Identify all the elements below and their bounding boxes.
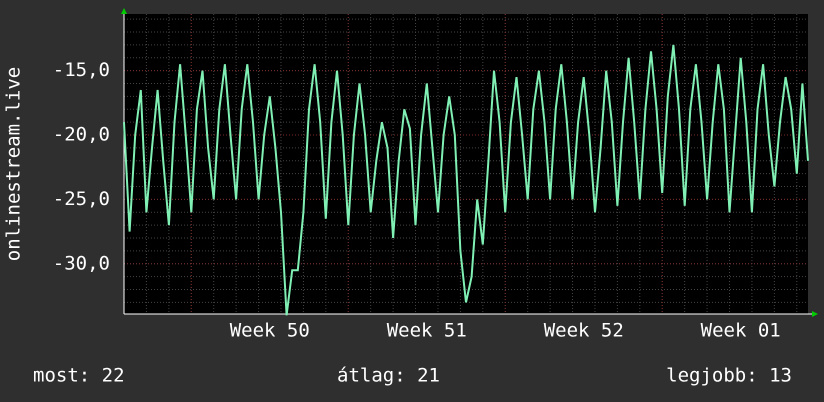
y-tick-label: -20,0: [53, 124, 110, 146]
y-tick-label: -15,0: [53, 59, 110, 81]
y-tick-label: -30,0: [53, 252, 110, 274]
x-tick-label: Week 51: [387, 320, 467, 342]
x-tick-label: Week 01: [701, 320, 781, 342]
data-line: [123, 44, 809, 316]
footer-average: átlag: 21: [337, 365, 440, 387]
y-axis-label: onlinestream.live: [3, 67, 25, 261]
x-tick-label: Week 52: [544, 320, 624, 342]
footer-best: legjobb: 13: [666, 365, 792, 387]
axis-arrow: [812, 311, 818, 317]
axis-arrow: [121, 8, 127, 14]
footer-current: most: 22: [33, 365, 125, 387]
y-tick-label: -25,0: [53, 188, 110, 210]
x-tick-label: Week 50: [230, 320, 310, 342]
